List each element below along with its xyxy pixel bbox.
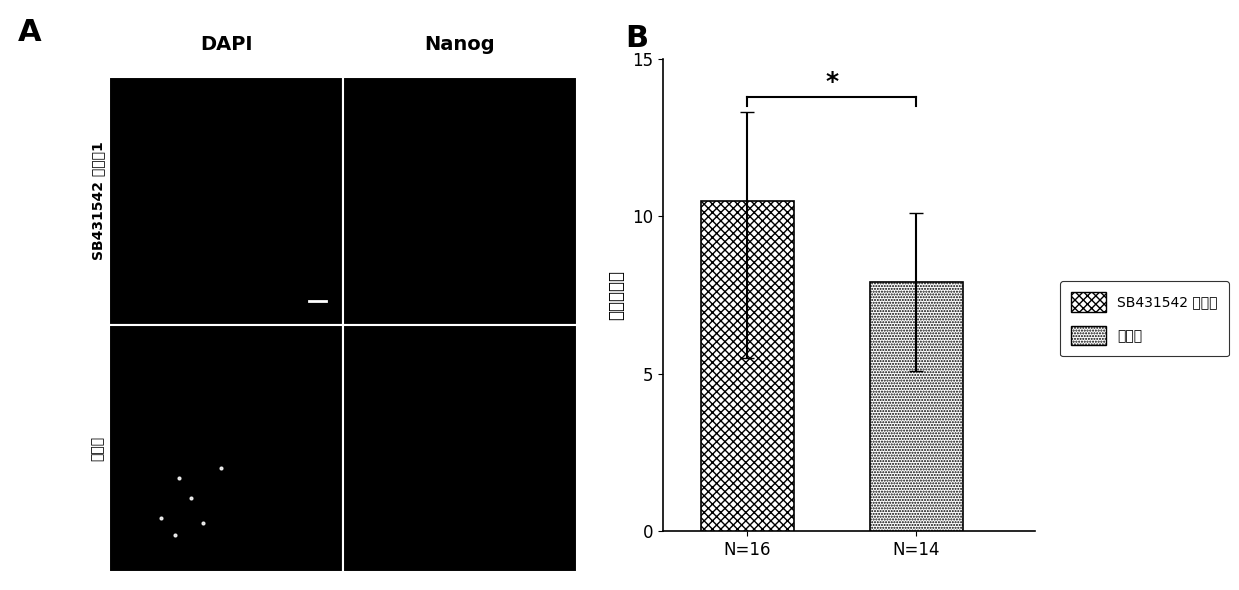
Bar bbox=[343, 324, 576, 572]
Bar bbox=[870, 283, 963, 531]
Text: Nanog: Nanog bbox=[425, 35, 496, 54]
Text: B: B bbox=[626, 24, 649, 53]
Bar bbox=[109, 324, 343, 572]
Bar bbox=[343, 77, 576, 324]
Text: *: * bbox=[825, 70, 839, 94]
Bar bbox=[109, 77, 343, 324]
Bar bbox=[701, 201, 794, 531]
Legend: SB431542 处理组, 对照组: SB431542 处理组, 对照组 bbox=[1061, 281, 1229, 356]
Text: SB431542 处理组1: SB431542 处理组1 bbox=[90, 141, 105, 260]
Y-axis label: 细胞平均数: 细胞平均数 bbox=[607, 270, 624, 320]
Text: DAPI: DAPI bbox=[199, 35, 253, 54]
Text: 对照组: 对照组 bbox=[90, 436, 105, 461]
Text: A: A bbox=[19, 18, 42, 47]
